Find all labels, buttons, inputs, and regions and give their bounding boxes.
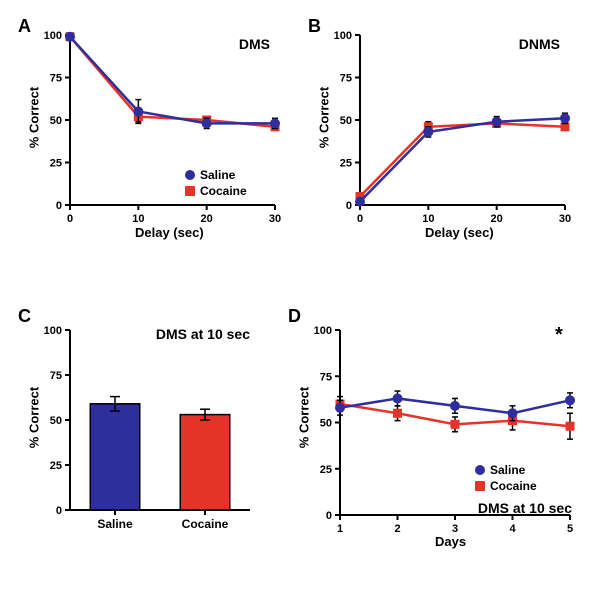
legend-saline: Saline (475, 463, 537, 477)
panel-b-plot: 0 25 50 75 100 0 10 20 30 (300, 10, 590, 265)
svg-text:20: 20 (491, 213, 503, 225)
svg-text:10: 10 (132, 213, 144, 225)
significance-marker: * (555, 324, 563, 347)
svg-text:3: 3 (452, 523, 458, 535)
panel-d: D DMS at 10 sec % Correct Days 025507510… (280, 310, 590, 565)
square-icon (475, 481, 485, 491)
svg-text:30: 30 (269, 213, 281, 225)
svg-text:25: 25 (320, 464, 332, 476)
svg-text:100: 100 (44, 325, 62, 337)
svg-text:4: 4 (509, 523, 516, 535)
svg-text:100: 100 (334, 30, 352, 42)
svg-text:1: 1 (337, 523, 343, 535)
svg-text:0: 0 (56, 200, 62, 212)
svg-text:75: 75 (50, 370, 62, 382)
svg-text:5: 5 (567, 523, 573, 535)
svg-text:75: 75 (50, 73, 62, 85)
svg-text:20: 20 (201, 213, 213, 225)
svg-text:0: 0 (357, 213, 363, 225)
legend-cocaine: Cocaine (475, 479, 537, 493)
legend-label: Cocaine (490, 479, 537, 493)
legend-label: Saline (490, 463, 525, 477)
panel-a: A DMS % Correct Delay (sec) 025507510001… (10, 10, 300, 265)
svg-text:50: 50 (340, 115, 352, 127)
svg-text:0: 0 (326, 510, 332, 522)
square-icon (185, 186, 195, 196)
svg-text:50: 50 (320, 418, 332, 430)
figure: A DMS % Correct Delay (sec) 025507510001… (10, 10, 591, 581)
svg-text:0: 0 (67, 213, 73, 225)
svg-text:Saline: Saline (97, 517, 133, 531)
svg-text:0: 0 (56, 505, 62, 517)
svg-text:25: 25 (50, 158, 62, 170)
svg-text:25: 25 (340, 158, 352, 170)
legend-label: Cocaine (200, 184, 247, 198)
panel-a-legend: Saline Cocaine (185, 168, 247, 200)
svg-text:10: 10 (422, 213, 434, 225)
panel-b: B DNMS % Correct Delay (sec) 02550751000… (300, 10, 590, 265)
svg-text:100: 100 (44, 30, 62, 42)
legend-label: Saline (200, 168, 235, 182)
panel-c-plot: 0 25 50 75 100 Saline Cocaine (10, 310, 270, 565)
svg-text:30: 30 (559, 213, 571, 225)
panel-d-plot: 0 25 50 75 100 1 2 3 4 5 (280, 310, 590, 565)
svg-text:0: 0 (346, 200, 352, 212)
svg-text:100: 100 (314, 325, 332, 337)
svg-text:50: 50 (50, 415, 62, 427)
svg-text:25: 25 (50, 460, 62, 472)
panel-d-legend: Saline Cocaine (475, 463, 537, 495)
svg-text:2: 2 (394, 523, 400, 535)
legend-cocaine: Cocaine (185, 184, 247, 198)
legend-saline: Saline (185, 168, 247, 182)
svg-text:75: 75 (320, 371, 332, 383)
svg-text:50: 50 (50, 115, 62, 127)
panel-a-plot: 0 25 50 75 100 0 10 20 30 (10, 10, 300, 265)
svg-text:75: 75 (340, 73, 352, 85)
panel-c: C DMS at 10 sec % Correct 0255075100Sali… (10, 310, 270, 565)
circle-icon (475, 465, 485, 475)
circle-icon (185, 170, 195, 180)
svg-text:Cocaine: Cocaine (182, 517, 229, 531)
